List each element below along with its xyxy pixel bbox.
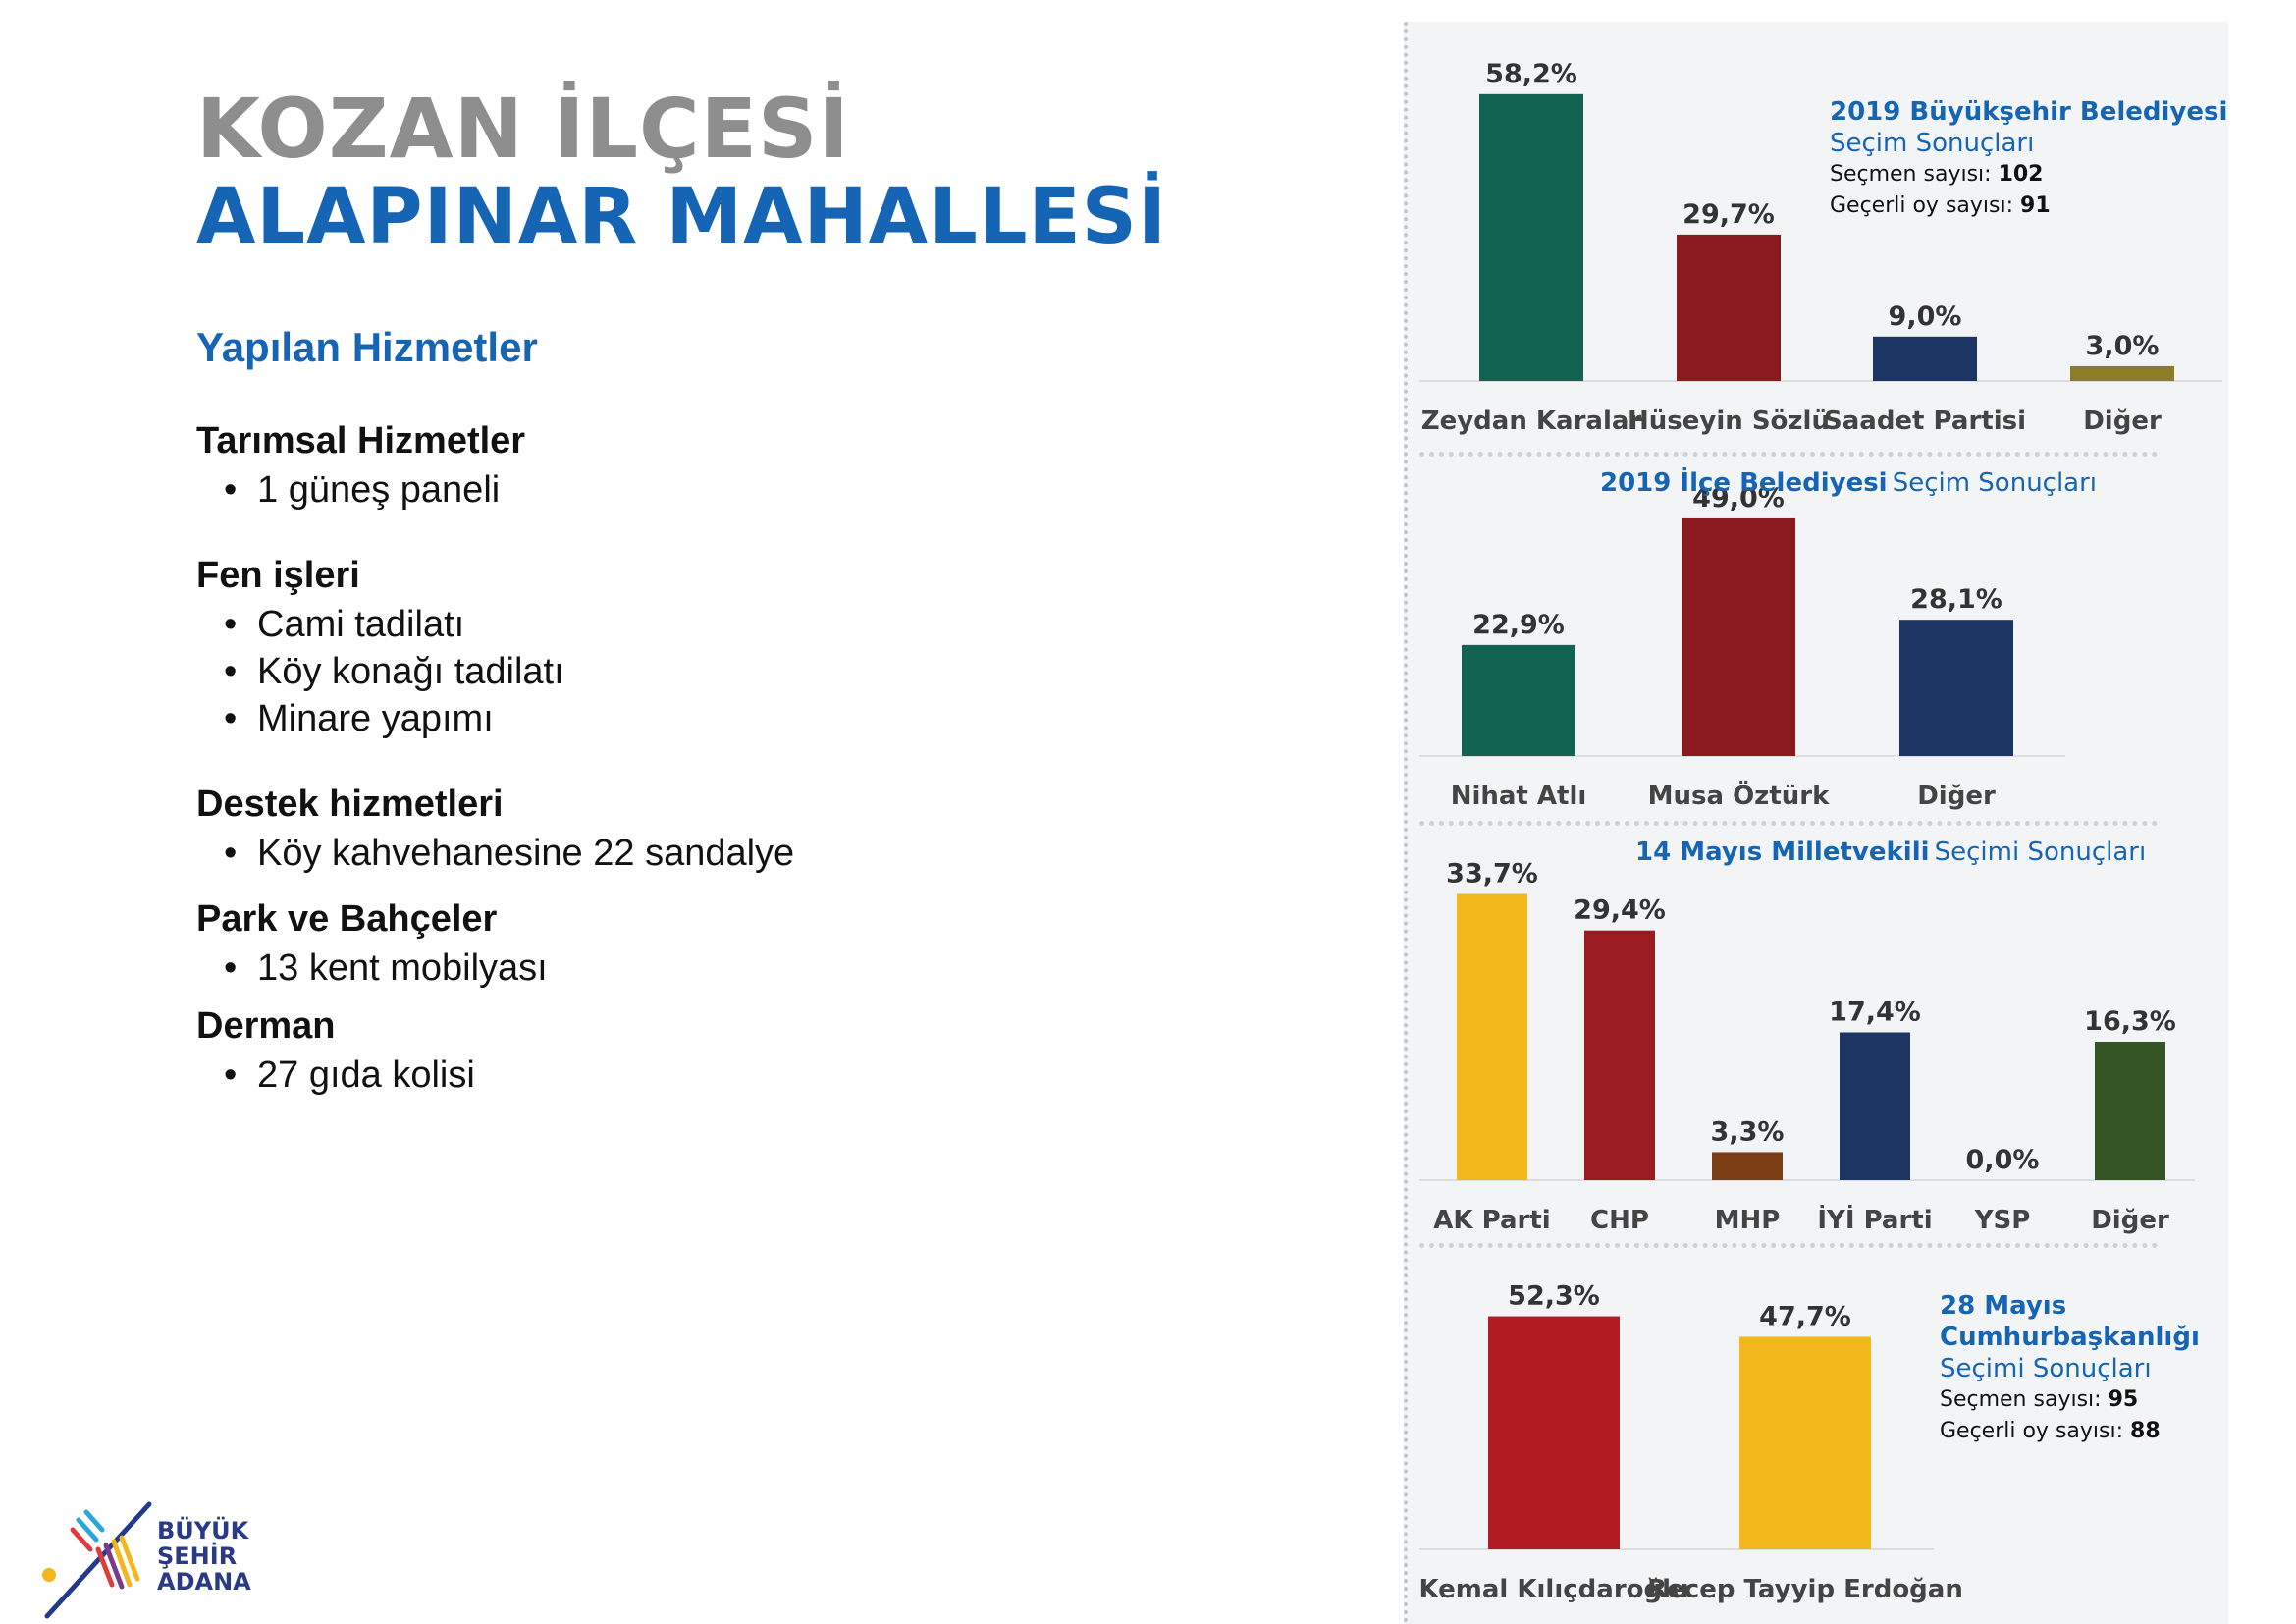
data-label: 29,4% xyxy=(1574,895,1666,926)
data-label: 28,1% xyxy=(1910,584,2002,615)
service-item: Köy kahvehanesine 22 sandalye xyxy=(224,830,1080,877)
bar xyxy=(2095,1042,2165,1180)
data-label: 49,0% xyxy=(1692,483,1785,514)
bar xyxy=(1462,644,1575,756)
data-label: 47,7% xyxy=(1759,1301,1851,1331)
service-group-title: Fen işleri xyxy=(196,555,360,596)
category-label: Zeydan Karalar xyxy=(1421,406,1642,436)
adana-logo-icon xyxy=(42,1501,152,1619)
category-label: CHP xyxy=(1590,1206,1649,1235)
service-group-title: Derman xyxy=(196,1005,336,1047)
services-heading: Yapılan Hizmetler xyxy=(196,324,538,370)
service-group: Derman 27 gıda kolisi xyxy=(196,1005,1080,1099)
category-label: Diğer xyxy=(2083,406,2162,436)
data-label: 22,9% xyxy=(1472,610,1565,640)
data-label: 33,7% xyxy=(1446,858,1538,889)
section-divider xyxy=(1419,1243,2158,1248)
service-item: Cami tadilatı xyxy=(224,601,1080,648)
category-label: MHP xyxy=(1715,1206,1781,1235)
service-item: 13 kent mobilyası xyxy=(224,945,1080,992)
section-divider xyxy=(1419,452,2158,457)
info-valid-votes: Geçerli oy sayısı: 88 xyxy=(1940,1419,2161,1443)
category-label: Hüseyin Sözlü xyxy=(1628,406,1830,436)
bar xyxy=(1873,336,1977,381)
bar xyxy=(1677,234,1781,381)
category-label: Kemal Kılıçdaroğlu xyxy=(1418,1575,1688,1604)
service-item: Köy konağı tadilatı xyxy=(224,648,1080,695)
data-label: 3,0% xyxy=(2086,331,2160,361)
category-label: Musa Öztürk xyxy=(1648,779,1830,811)
service-group: Destek hizmetleri Köy kahvehanesine 22 s… xyxy=(196,784,1080,877)
category-label: AK Parti xyxy=(1433,1206,1550,1235)
data-label: 0,0% xyxy=(1966,1145,2040,1175)
bar xyxy=(1488,1316,1620,1549)
info-ilce: 2019 İlçe Belediyesi Seçim Sonuçları xyxy=(1600,467,2296,499)
service-item: Minare yapımı xyxy=(224,695,1080,742)
info-voters: Seçmen sayısı: 95 xyxy=(1940,1387,2139,1412)
section-divider xyxy=(1419,821,2158,826)
info-buyuksehir: 2019 Büyükşehir Belediyesi Seçim Sonuçla… xyxy=(1830,96,2227,222)
service-group: Tarımsal Hizmetler 1 güneş paneli xyxy=(196,420,1080,514)
info-cb: 28 Mayıs Cumhurbaşkanlığı Seçimi Sonuçla… xyxy=(1940,1290,2200,1447)
neighborhood-title: ALAPINAR MAHALLESİ xyxy=(196,173,1168,261)
info-title: 14 Mayıs Milletvekili xyxy=(1635,838,1930,867)
info-title: 2019 Büyükşehir Belediyesi xyxy=(1830,97,2228,127)
service-group-title: Park ve Bahçeler xyxy=(196,898,498,940)
category-label: Saadet Partisi xyxy=(1824,406,2026,436)
category-label: Diğer xyxy=(1917,782,1996,811)
info-title: Cumhurbaşkanlığı xyxy=(1940,1323,2200,1352)
info-title: 28 Mayıs xyxy=(1940,1291,2067,1321)
info-title: 2019 İlçe Belediyesi xyxy=(1600,468,1888,498)
district-title: KOZAN İLÇESİ xyxy=(196,81,850,177)
data-label: 3,3% xyxy=(1711,1116,1785,1147)
bar xyxy=(1840,1032,1910,1180)
info-subtitle: Seçimi Sonuçları xyxy=(1940,1354,2152,1383)
data-label: 58,2% xyxy=(1485,59,1577,89)
data-label: 9,0% xyxy=(1889,301,1962,332)
bar xyxy=(1712,1152,1783,1180)
info-subtitle: Seçim Sonuçları xyxy=(1892,468,2098,498)
service-item: 27 gıda kolisi xyxy=(224,1052,1080,1099)
service-group: Park ve Bahçeler 13 kent mobilyası xyxy=(196,898,1080,992)
category-label: YSP xyxy=(1974,1206,2031,1235)
bar xyxy=(1899,620,2013,756)
category-label: İYİ Parti xyxy=(1817,1204,1932,1235)
bar xyxy=(1739,1336,1871,1549)
info-milletvekili: 14 Mayıs Milletvekili Seçimi Sonuçları xyxy=(1635,837,2296,868)
service-group: Fen işleri Cami tadilatı Köy konağı tadi… xyxy=(196,555,1080,742)
category-label: Diğer xyxy=(2091,1206,2169,1235)
logo-text: BÜYÜK ŞEHİR ADANA xyxy=(157,1518,251,1595)
info-subtitle: Seçimi Sonuçları xyxy=(1934,838,2147,867)
service-item: 1 güneş paneli xyxy=(224,466,1080,514)
service-group-title: Tarımsal Hizmetler xyxy=(196,420,526,461)
data-label: 52,3% xyxy=(1508,1281,1600,1312)
service-group-title: Destek hizmetleri xyxy=(196,784,504,825)
info-subtitle: Seçim Sonuçları xyxy=(1830,129,2035,158)
bar xyxy=(1682,517,1795,756)
services-list: Tarımsal Hizmetler 1 güneş paneli Fen iş… xyxy=(196,420,1080,1112)
logo-line: BÜYÜK xyxy=(157,1517,249,1544)
category-label: Nihat Atlı xyxy=(1451,782,1587,811)
data-label: 17,4% xyxy=(1829,997,1921,1027)
data-label: 29,7% xyxy=(1682,199,1775,230)
category-label: Recep Tayyip Erdoğan xyxy=(1647,1575,1963,1604)
bar xyxy=(1457,893,1527,1180)
logo-line: ADANA xyxy=(157,1568,251,1596)
bar xyxy=(1584,930,1655,1180)
info-voters: Seçmen sayısı: 102 xyxy=(1830,162,2044,187)
info-valid-votes: Geçerli oy sayısı: 91 xyxy=(1830,193,2051,218)
bar xyxy=(2070,365,2174,381)
bar xyxy=(1479,93,1583,381)
data-label: 16,3% xyxy=(2084,1006,2176,1037)
logo-line: ŞEHİR xyxy=(157,1543,238,1570)
